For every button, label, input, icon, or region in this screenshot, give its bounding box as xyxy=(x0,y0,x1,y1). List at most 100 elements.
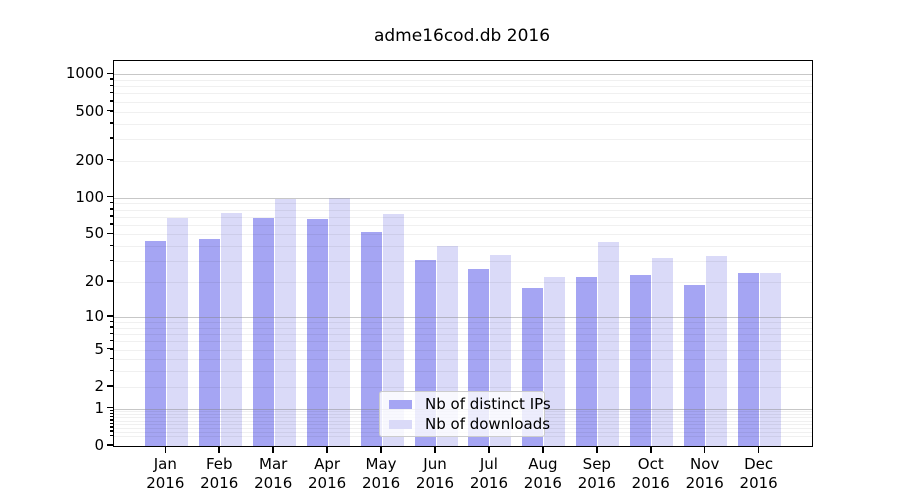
x-tick xyxy=(757,446,760,453)
y-tick-label: 1000 xyxy=(65,64,104,83)
y-minor-tick xyxy=(110,280,113,283)
legend-swatch-downloads xyxy=(389,419,412,429)
y-minor-tick xyxy=(110,426,113,428)
bar-downloads-mar xyxy=(274,198,296,446)
y-tick-label: 0 xyxy=(94,436,104,454)
y-tick-label: 5 xyxy=(94,339,104,358)
x-tick-year: 2016 xyxy=(577,474,616,492)
y-minor-tick xyxy=(110,78,113,80)
minor-gridline xyxy=(114,160,812,162)
y-minor-tick xyxy=(110,434,113,437)
x-tick-year: 2016 xyxy=(685,474,724,492)
y-tick-label: 2 xyxy=(94,376,104,395)
legend-label-distinct-ips: Nb of distinct IPs xyxy=(425,395,551,413)
minor-gridline xyxy=(114,86,812,88)
y-minor-tick xyxy=(110,422,113,425)
x-tick-month: Sep xyxy=(582,455,611,473)
y-minor-tick xyxy=(110,357,113,360)
minor-gridline xyxy=(114,138,812,140)
bar-distinct-ips-nov xyxy=(684,284,706,446)
x-tick xyxy=(272,446,274,453)
x-tick xyxy=(434,446,436,453)
x-tick-year: 2016 xyxy=(631,474,670,492)
x-tick xyxy=(164,446,167,453)
x-tick-month: May xyxy=(365,455,397,473)
chart-title: adme16cod.db 2016 xyxy=(373,26,551,46)
y-minor-tick xyxy=(110,137,113,139)
y-minor-tick xyxy=(110,232,113,235)
bar-distinct-ips-sep xyxy=(576,277,598,446)
y-minor-tick xyxy=(110,412,113,415)
y-minor-tick xyxy=(110,332,113,335)
x-tick-year: 2016 xyxy=(200,474,239,492)
x-tick-label-jun: Jun 2016 xyxy=(405,455,465,493)
legend-entry-distinct-ips: Nb of distinct IPs xyxy=(386,394,551,414)
y-minor-tick xyxy=(110,339,113,342)
y-minor-tick xyxy=(110,259,113,262)
minor-gridline xyxy=(114,101,812,103)
minor-gridline xyxy=(114,224,812,226)
bar-downloads-feb xyxy=(220,213,242,446)
minor-gridline xyxy=(114,79,812,81)
y-tick-label: 10 xyxy=(84,306,104,325)
y-tick xyxy=(107,195,113,198)
bar-distinct-ips-may xyxy=(360,232,382,446)
y-minor-tick xyxy=(110,91,113,94)
x-tick xyxy=(488,446,490,453)
x-tick xyxy=(542,446,544,453)
bar-distinct-ips-mar xyxy=(252,218,274,446)
x-tick-month: Jan xyxy=(153,455,177,473)
y-minor-tick xyxy=(110,84,113,87)
plot-area xyxy=(113,60,813,447)
y-minor-tick xyxy=(110,415,113,418)
y-minor-tick xyxy=(110,244,113,247)
y-minor-tick xyxy=(110,409,113,412)
minor-gridline xyxy=(114,93,812,95)
y-tick xyxy=(107,315,113,317)
x-tick xyxy=(380,446,382,453)
major-gridline xyxy=(114,197,812,199)
y-tick-label: 200 xyxy=(75,150,104,169)
x-tick xyxy=(650,446,652,453)
minor-gridline xyxy=(114,209,812,211)
bar-downloads-nov xyxy=(706,256,728,446)
y-minor-tick xyxy=(110,419,113,421)
x-tick-month: Apr xyxy=(314,455,341,473)
x-tick-month: Dec xyxy=(744,455,774,473)
x-tick-label-feb: Feb 2016 xyxy=(189,455,249,493)
y-minor-tick xyxy=(110,215,113,217)
minor-gridline xyxy=(114,216,812,218)
legend: Nb of distinct IPs Nb of downloads xyxy=(379,391,551,437)
y-tick-label: 50 xyxy=(84,224,104,243)
y-tick-label: 500 xyxy=(75,101,104,120)
x-tick-month: Jul xyxy=(479,455,498,473)
x-tick-year: 2016 xyxy=(739,474,778,492)
bar-distinct-ips-feb xyxy=(198,238,220,446)
legend-entry-downloads: Nb of downloads xyxy=(386,414,550,434)
legend-label-downloads: Nb of downloads xyxy=(425,415,551,433)
y-tick-label: 1 xyxy=(94,398,104,417)
x-tick-label-jul: Jul 2016 xyxy=(459,455,519,493)
x-tick xyxy=(596,446,598,453)
x-tick-label-apr: Apr 2016 xyxy=(297,455,357,493)
x-tick-year: 2016 xyxy=(523,474,562,492)
x-tick-label-mar: Mar 2016 xyxy=(243,455,303,493)
x-tick-year: 2016 xyxy=(146,474,185,492)
y-minor-tick xyxy=(110,326,113,328)
x-tick-label-jan: Jan 2016 xyxy=(135,455,195,493)
x-tick-month: Feb xyxy=(205,455,233,473)
y-minor-tick xyxy=(110,122,113,124)
bar-distinct-ips-dec xyxy=(738,272,760,446)
y-minor-tick xyxy=(110,385,113,387)
bar-distinct-ips-apr xyxy=(306,218,328,446)
minor-gridline xyxy=(114,234,812,236)
bar-downloads-sep xyxy=(598,242,620,446)
y-minor-tick xyxy=(110,320,113,323)
x-tick-month: Jun xyxy=(423,455,447,473)
y-minor-tick xyxy=(110,223,113,225)
bar-downloads-jan xyxy=(166,218,188,446)
y-minor-tick xyxy=(110,201,113,204)
x-tick-label-oct: Oct 2016 xyxy=(621,455,681,493)
bar-downloads-dec xyxy=(760,272,782,446)
